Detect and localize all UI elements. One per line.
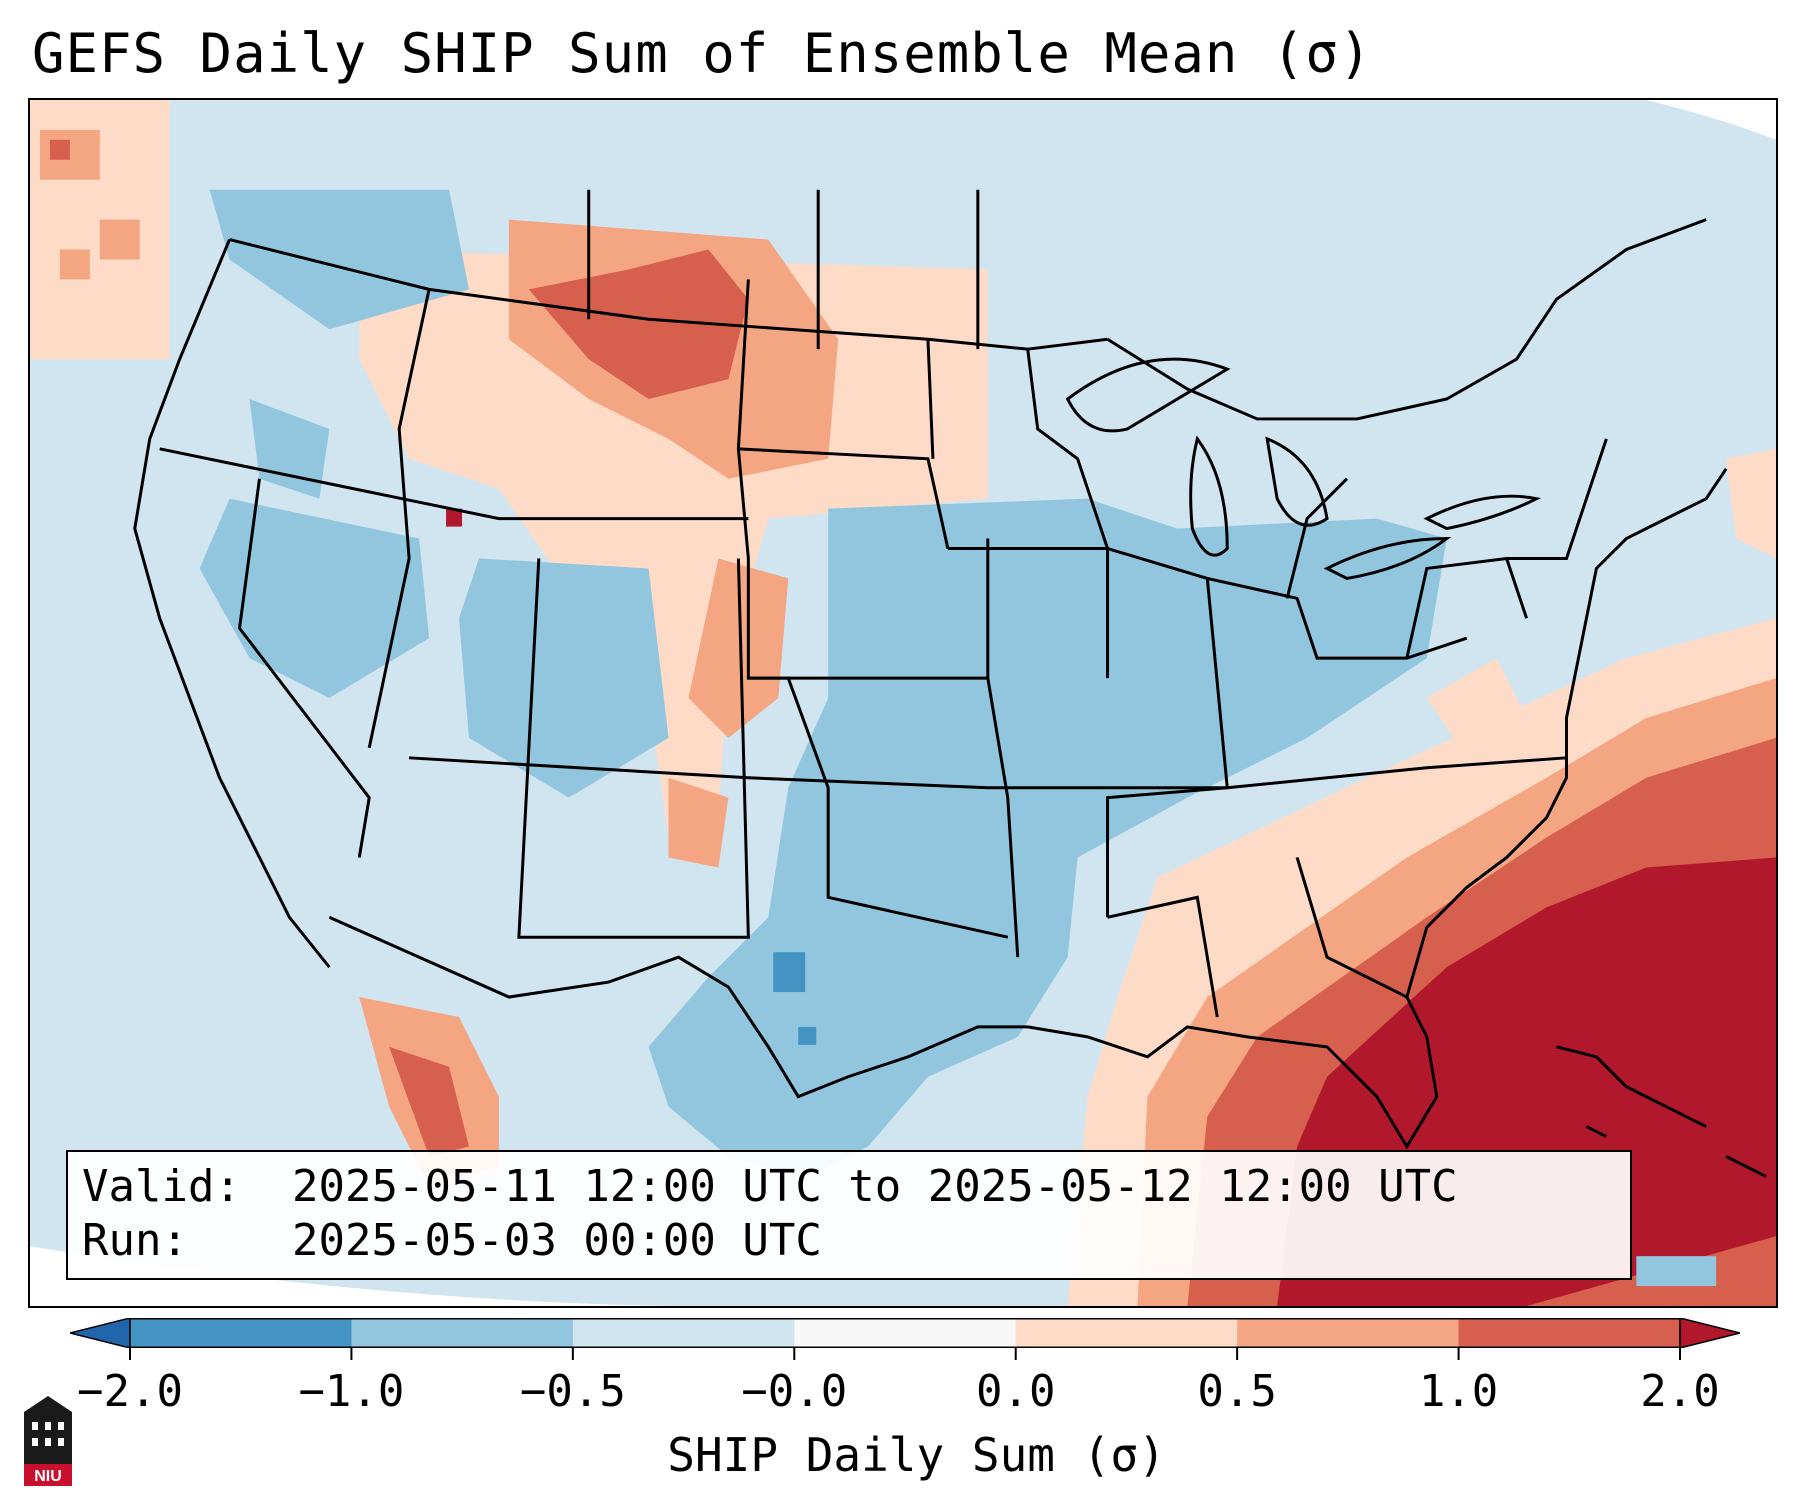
valid-line: Valid: 2025-05-11 12:00 UTC to 2025-05-12…: [82, 1160, 1616, 1214]
colorbar-tick-label: −1.0: [298, 1366, 405, 1417]
colorbar-bin: [1015, 1318, 1238, 1348]
colorbar-tick-label: −0.5: [519, 1366, 626, 1417]
run-key: Run:: [82, 1215, 188, 1266]
colorbar-tick-label: −2.0: [77, 1366, 183, 1417]
run-value: 2025-05-03 00:00 UTC: [292, 1215, 822, 1266]
colorbar-tick-label: 0.5: [1197, 1366, 1277, 1417]
boundary-lines: [133, 189, 1728, 1150]
projection-edge-ne: [1646, 100, 1776, 140]
anomaly-texas-core: [773, 952, 817, 1045]
colorbar-bin: [1237, 1318, 1460, 1348]
colorbar-bin: [351, 1318, 574, 1348]
page-title: GEFS Daily SHIP Sum of Ensemble Mean (σ): [32, 22, 1373, 85]
anomaly-mexico-west: [359, 997, 499, 1187]
anomaly-central-us: [199, 189, 1447, 1177]
run-line: Run: 2025-05-03 00:00 UTC: [82, 1214, 1616, 1268]
niu-logo: NIU: [24, 1396, 72, 1486]
projection-edge-sw: [30, 1246, 779, 1306]
anomaly-northern-plains: [359, 219, 988, 868]
colorbar-tick-label: 1.0: [1418, 1366, 1499, 1417]
great-lakes: [1065, 357, 1542, 580]
colorbar-extend-low: [70, 1318, 131, 1348]
valid-value: 2025-05-11 12:00 UTC to 2025-05-12 12:00…: [292, 1161, 1458, 1212]
anomaly-utah-speck: [446, 508, 463, 527]
valid-key: Valid:: [82, 1161, 241, 1212]
colorbar-bin: [130, 1318, 352, 1348]
colorbar: [70, 1318, 1740, 1348]
map-canvas: [30, 100, 1776, 1306]
colorbar-tick-label: −0.0: [741, 1366, 848, 1417]
colorbar-extend-high: [1679, 1318, 1740, 1348]
colorbar-tick-label: 2.0: [1640, 1366, 1720, 1417]
anomaly-caribbean-blue: [1636, 1256, 1717, 1287]
colorbar-title: SHIP Daily Sum (σ): [667, 1428, 1166, 1482]
colorbar-bin: [572, 1318, 795, 1348]
map-panel: [28, 98, 1778, 1308]
colorbar-tick-label: 0.0: [975, 1366, 1056, 1417]
logo-text: NIU: [34, 1468, 62, 1485]
colorbar-bin: [794, 1318, 1017, 1348]
info-box: Valid: 2025-05-11 12:00 UTC to 2025-05-12…: [66, 1150, 1632, 1280]
colorbar-bin: [1458, 1318, 1681, 1348]
caribbean-islands: [1556, 1045, 1767, 1178]
colorbar-ticks: [129, 1348, 1681, 1360]
colorbar-frame: [129, 1318, 1681, 1348]
